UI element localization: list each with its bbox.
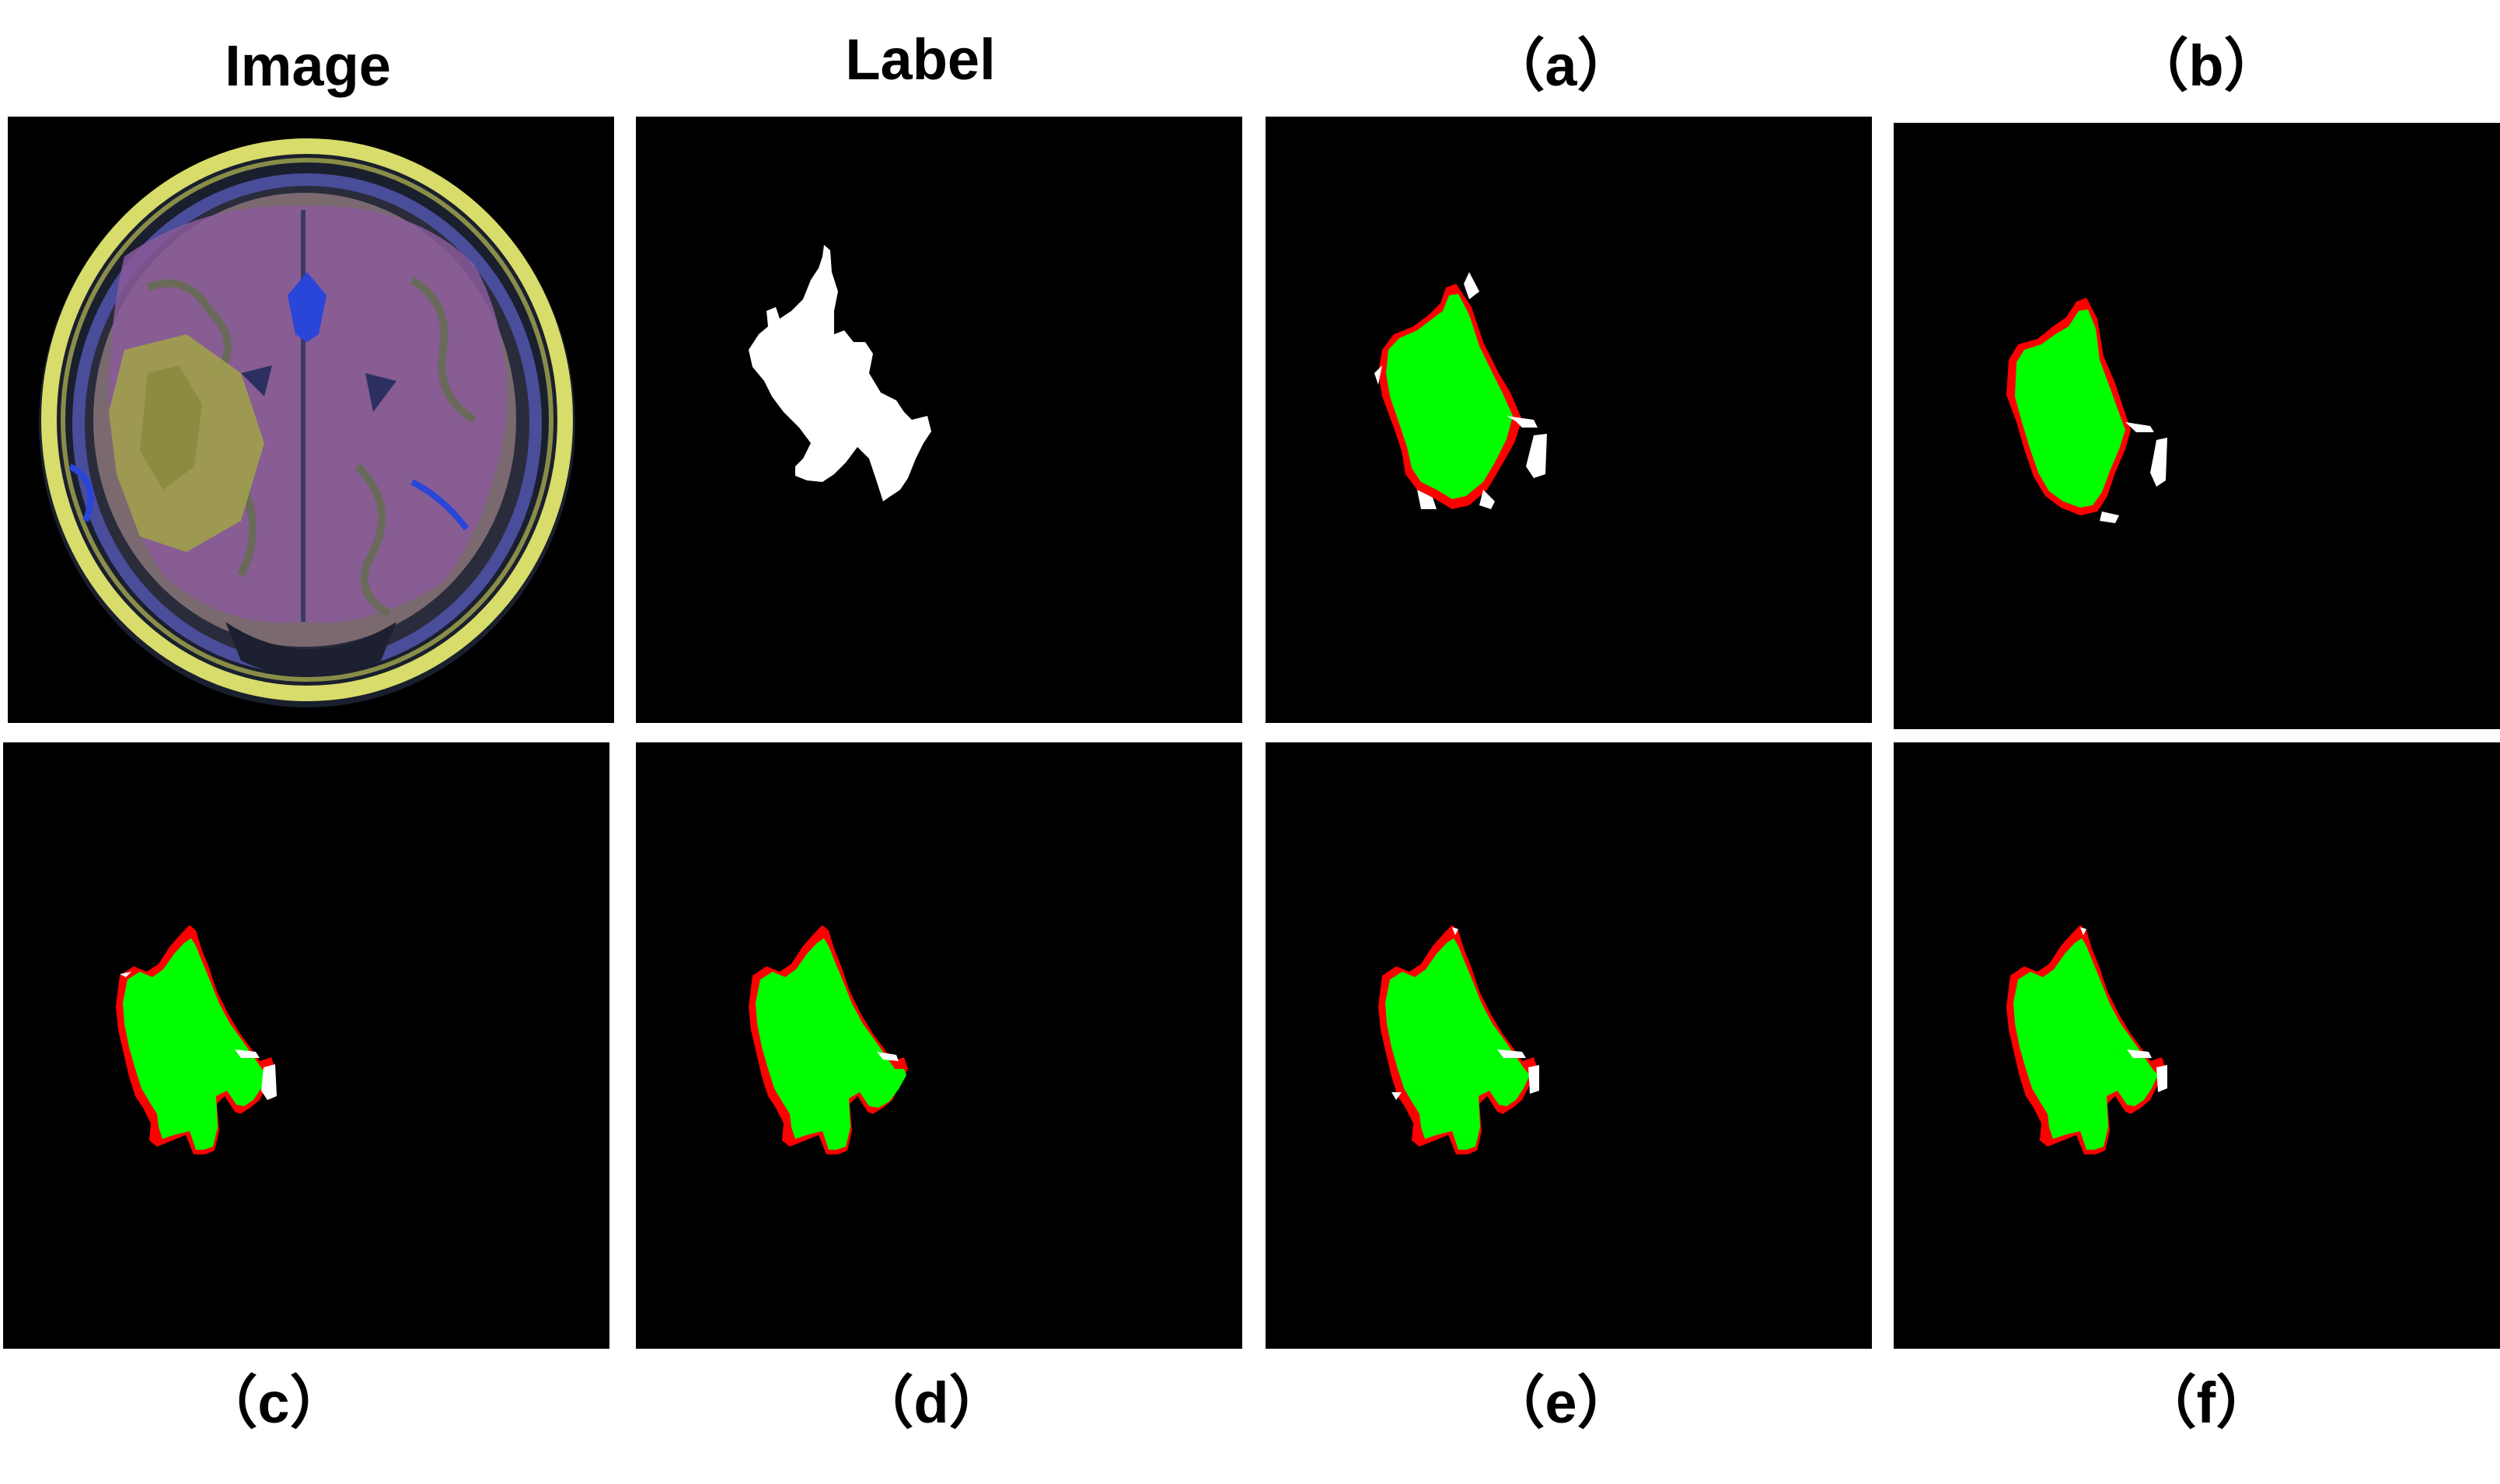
segmentation-b (1894, 123, 2500, 729)
caption-c: （c） (200, 1371, 347, 1435)
segmentation-d (636, 742, 1242, 1349)
caption-image: Image (225, 33, 391, 98)
caption-b: （b） (2131, 33, 2282, 98)
result-panel-c (3, 742, 609, 1349)
caption-label: Label (845, 27, 996, 92)
result-panel-d (636, 742, 1242, 1349)
label-panel (636, 117, 1242, 723)
segmentation-c (3, 742, 609, 1349)
caption-e: （e） (1487, 1371, 1635, 1435)
segmentation-a (1266, 117, 1872, 723)
result-panel-f (1894, 742, 2500, 1349)
result-panel-a (1266, 117, 1872, 723)
result-panel-e (1266, 742, 1872, 1349)
mri-brain-picture (8, 117, 614, 723)
caption-a: （a） (1487, 33, 1635, 98)
caption-f: （f） (2139, 1371, 2274, 1435)
label-mask (636, 117, 1242, 723)
segmentation-e (1266, 742, 1872, 1349)
segmentation-f (1894, 742, 2500, 1349)
caption-d: （d） (856, 1371, 1007, 1435)
mri-image-panel (8, 117, 614, 723)
result-panel-b (1894, 123, 2500, 729)
